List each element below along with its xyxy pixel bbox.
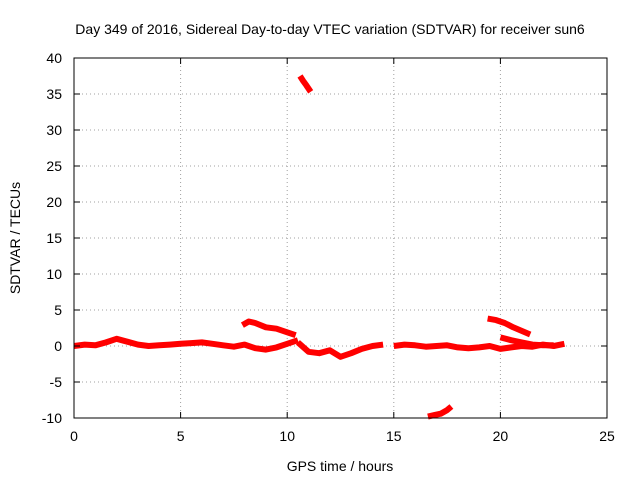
chart-title: Day 349 of 2016, Sidereal Day-to-day VTE… xyxy=(75,21,585,37)
x-tick-label: 15 xyxy=(386,428,402,444)
x-tick-label: 10 xyxy=(279,428,295,444)
y-tick-label: 25 xyxy=(46,158,62,174)
y-tick-label: 30 xyxy=(46,122,62,138)
series-dip-17h xyxy=(427,404,454,420)
x-tick-label: 0 xyxy=(70,428,78,444)
x-axis-label: GPS time / hours xyxy=(287,458,394,474)
axis-ticks xyxy=(73,57,608,419)
series-arc-19-20h xyxy=(487,315,532,338)
data-series-group xyxy=(73,74,566,420)
series-spike-11h xyxy=(297,74,314,94)
x-tick-label: 20 xyxy=(493,428,509,444)
y-tick-label: 0 xyxy=(54,338,62,354)
y-axis-label: SDTVAR / TECUs xyxy=(7,182,23,294)
y-tick-label: -5 xyxy=(50,374,63,390)
series-main-band-segment-1 xyxy=(73,335,299,353)
y-tick-label: 20 xyxy=(46,194,62,210)
grid xyxy=(74,58,607,418)
y-tick-label: 15 xyxy=(46,230,62,246)
series-arc-20-22h xyxy=(499,334,554,349)
plot-frame xyxy=(73,57,608,419)
y-tick-label: 10 xyxy=(46,266,62,282)
x-tick-label: 25 xyxy=(599,428,615,444)
series-arc-8h xyxy=(240,318,297,339)
y-tick-label: 40 xyxy=(46,50,62,66)
x-tick-labels: 0 5 10 15 20 25 xyxy=(70,428,615,444)
y-tick-labels: -10 -5 0 5 10 15 20 25 30 35 40 xyxy=(42,50,62,426)
x-tick-label: 5 xyxy=(177,428,185,444)
y-tick-label: 5 xyxy=(54,302,62,318)
series-main-band-segment-2 xyxy=(295,340,384,360)
y-tick-label: 35 xyxy=(46,86,62,102)
y-tick-label: -10 xyxy=(42,410,62,426)
